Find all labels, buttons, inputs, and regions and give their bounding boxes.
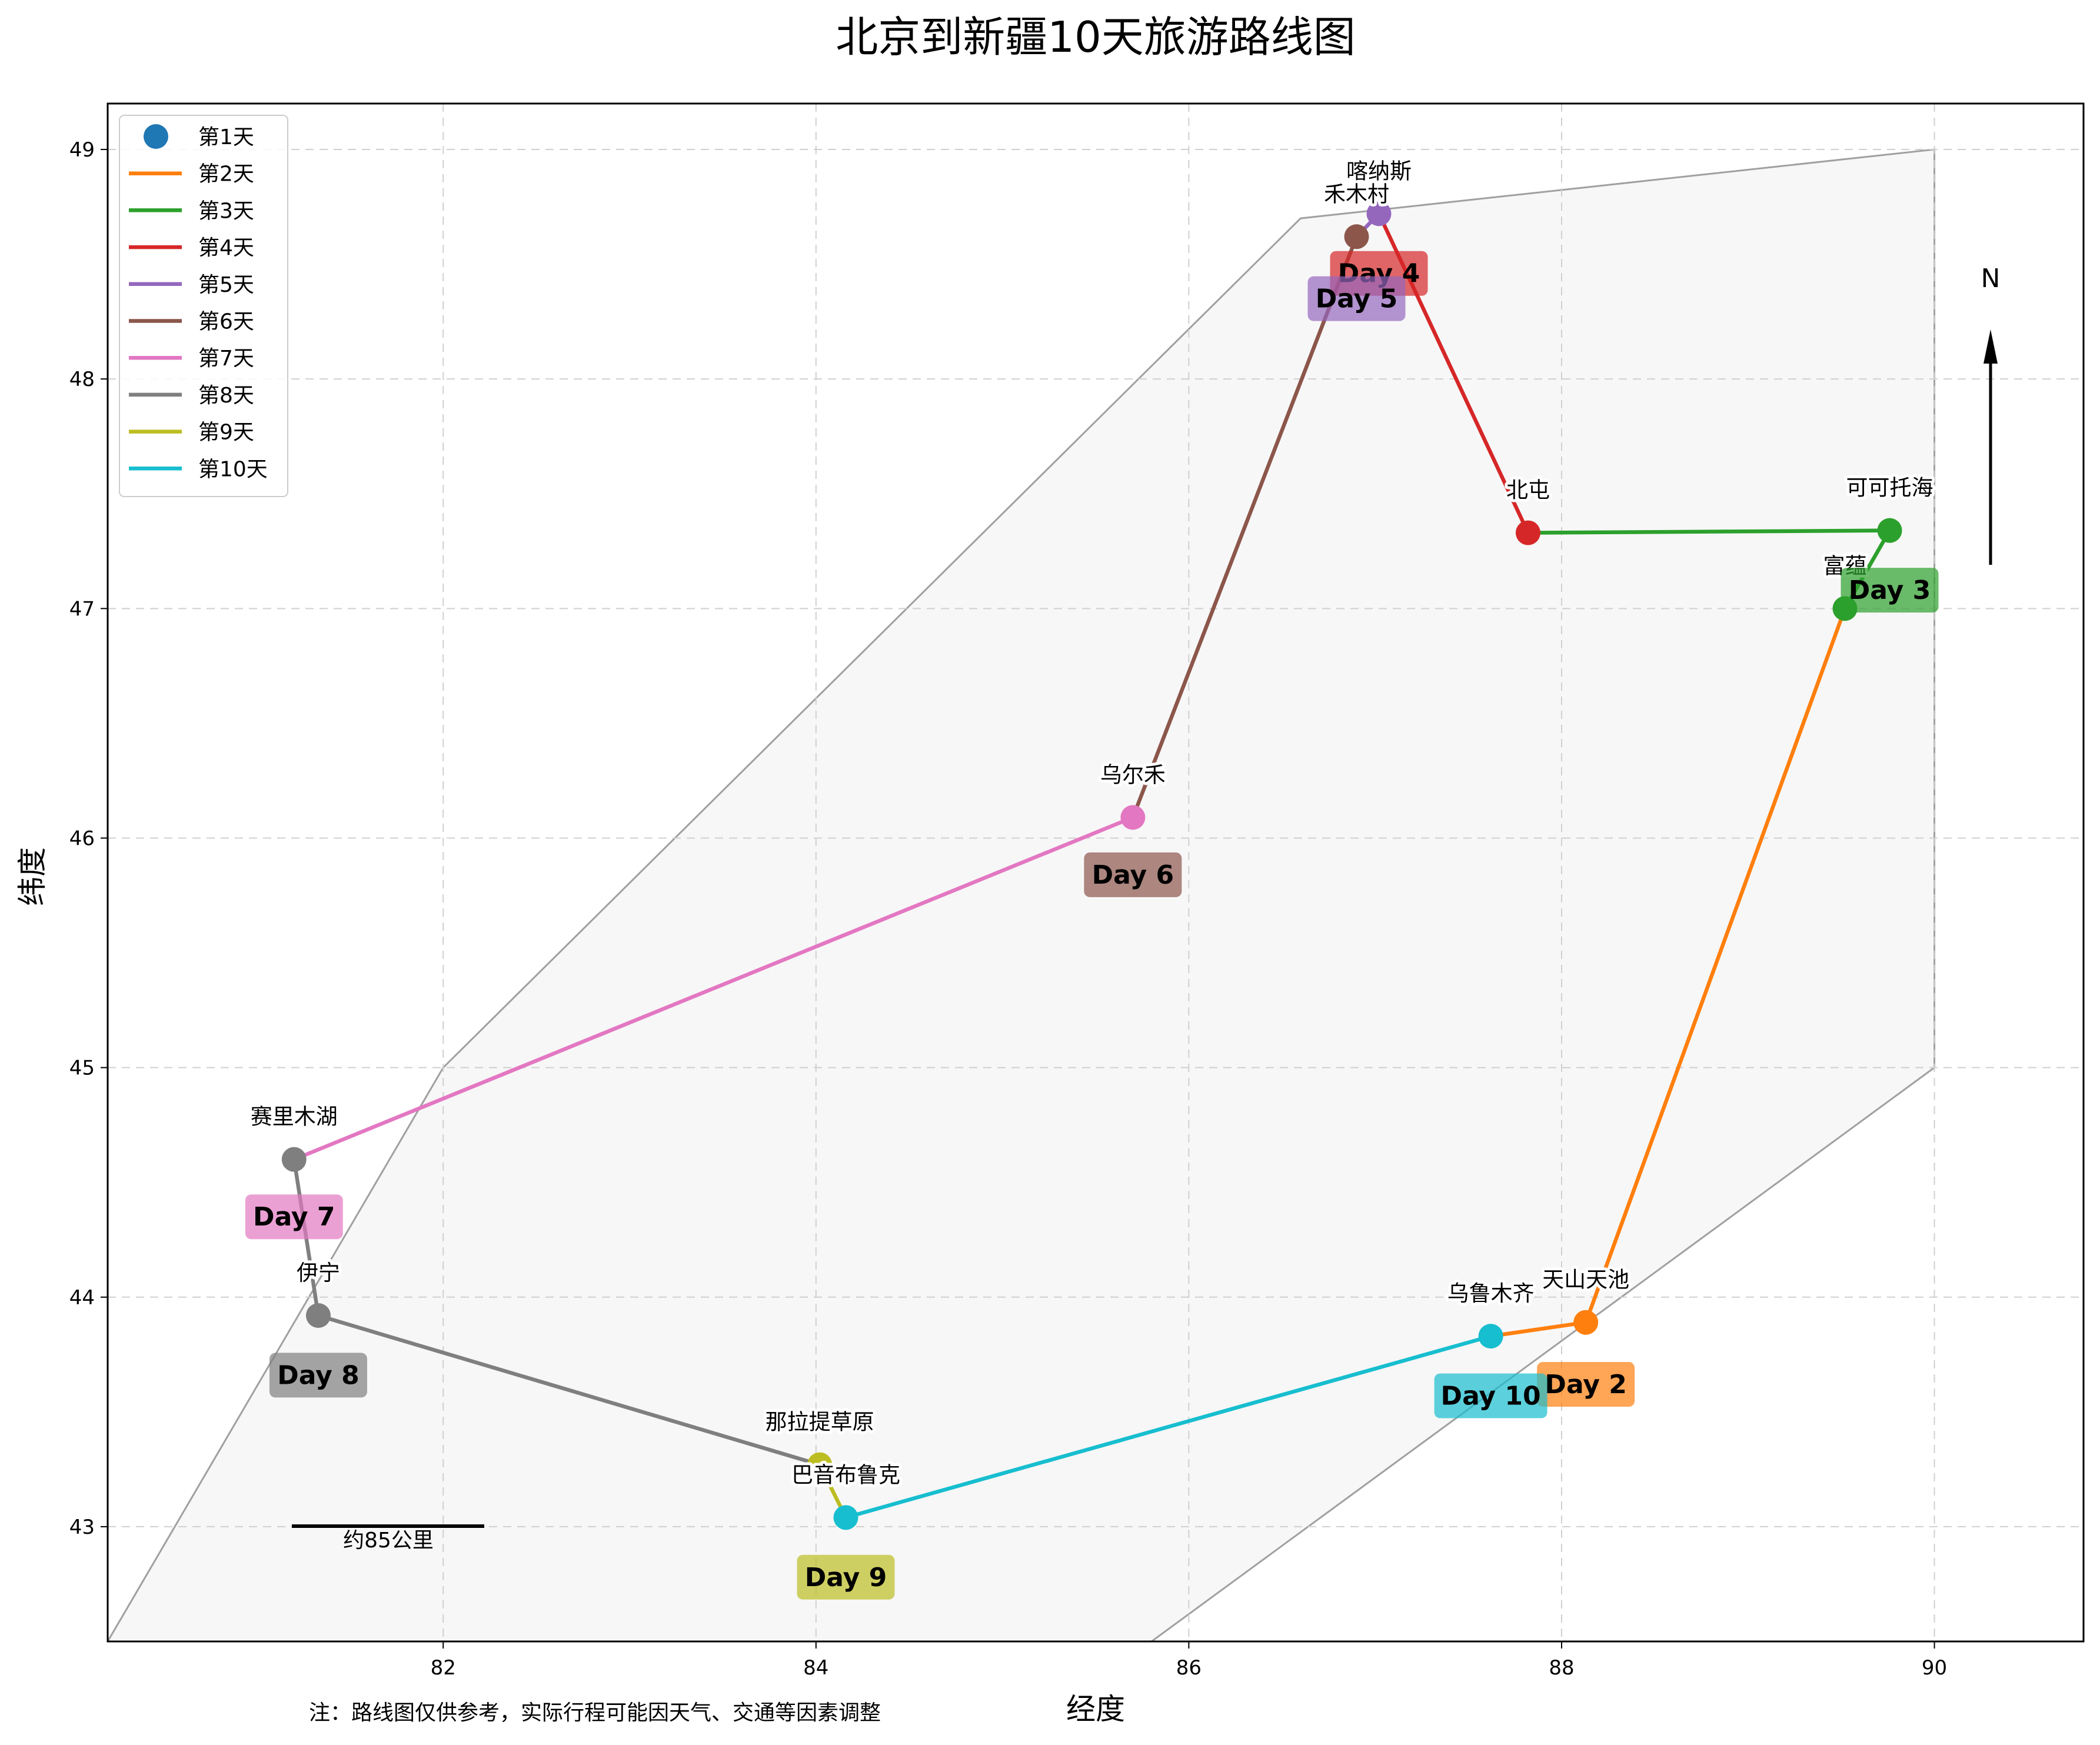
y-tick-label: 47	[69, 597, 95, 621]
map-extras: N 约85公里	[292, 264, 2000, 1553]
place-marker	[1344, 224, 1369, 249]
y-tick-label: 44	[69, 1286, 95, 1310]
place-label: 禾木村	[1324, 181, 1389, 207]
place-label: 天山天池	[1542, 1267, 1629, 1293]
place-label: 北屯	[1506, 478, 1550, 503]
route-line	[844, 1334, 1493, 1520]
y-tick-label: 49	[69, 138, 95, 162]
x-tick-label: 82	[431, 1656, 456, 1680]
legend-entry: 第10天	[198, 457, 268, 481]
y-tick-label: 48	[69, 368, 95, 391]
x-tick-label: 90	[1922, 1656, 1947, 1680]
scale-bar-label: 约85公里	[343, 1528, 434, 1553]
day-label: Day 8	[277, 1360, 359, 1390]
day-label-box	[269, 1353, 367, 1398]
place-marker	[1478, 1324, 1503, 1349]
day-label-box	[245, 1194, 343, 1240]
day-label: Day 6	[1092, 860, 1174, 890]
place-marker	[305, 1303, 331, 1328]
north-arrow-icon	[1983, 329, 1998, 364]
place-label: 巴音布鲁克	[791, 1462, 900, 1487]
day-label-box	[1841, 568, 1939, 613]
axis-layer: 82 84 86 88 90 43 44 45 46 47 48 49	[69, 102, 2085, 1680]
y-axis-label: 纬度	[15, 847, 49, 906]
x-axis-label: 经度	[1066, 1692, 1125, 1726]
north-label: N	[1981, 264, 2001, 294]
legend-entry: 第9天	[198, 421, 254, 445]
place-label: 乌尔禾	[1100, 762, 1166, 787]
day-label-box	[1537, 1362, 1635, 1407]
y-tick-label: 43	[69, 1516, 95, 1539]
footnote: 注：路线图仅供参考，实际行程可能因天气、交通等因素调整	[309, 1701, 881, 1725]
place-label: 伊宁	[297, 1260, 340, 1286]
place-label: 可可托海	[1846, 475, 1933, 501]
legend-entry: 第2天	[198, 162, 254, 187]
legend-entry: 第7天	[198, 347, 254, 371]
x-tick-label: 86	[1176, 1656, 1202, 1680]
legend-entry: 第5天	[198, 273, 254, 297]
route-line	[292, 815, 1135, 1161]
place-label: 那拉提草原	[766, 1410, 874, 1435]
place-marker	[1120, 805, 1146, 830]
legend-entry: 第4天	[198, 236, 254, 260]
place-label: 赛里木湖	[251, 1104, 338, 1130]
place-marker	[1573, 1310, 1599, 1335]
day-label-box	[797, 1554, 895, 1600]
day-label: Day 2	[1545, 1370, 1626, 1400]
x-tick-label: 88	[1549, 1656, 1574, 1680]
day-label-box	[1084, 852, 1182, 897]
place-marker	[1366, 201, 1392, 227]
day-label: Day 7	[253, 1202, 335, 1232]
place-label: 喀纳斯	[1346, 158, 1412, 184]
place-label: 乌鲁木齐	[1447, 1281, 1535, 1306]
legend-entry: 第6天	[198, 310, 254, 334]
day-label: Day 9	[805, 1563, 887, 1593]
place-marker	[807, 1452, 833, 1477]
day-label: Day 5	[1316, 284, 1397, 314]
place-marker	[1877, 518, 1902, 543]
legend-swatch	[144, 124, 168, 149]
place-marker	[833, 1505, 858, 1530]
x-tick-label: 84	[803, 1656, 828, 1680]
chart-title: 北京到新疆10天旅游路线图	[836, 12, 1356, 62]
legend-entry: 第1天	[198, 125, 254, 149]
y-tick-label: 45	[69, 1057, 95, 1080]
day-label-box	[1307, 276, 1406, 321]
place-marker	[281, 1147, 307, 1172]
legend-entry: 第3天	[198, 199, 254, 223]
place-marker	[1515, 520, 1540, 545]
route-line	[1131, 235, 1359, 820]
y-tick-label: 46	[69, 827, 95, 850]
day-label: Day 3	[1849, 575, 1931, 605]
day-label: Day 10	[1441, 1381, 1541, 1411]
day-label-box	[1434, 1373, 1547, 1418]
place-layer: 乌鲁木齐天山天池富蕴可可托海北屯喀纳斯禾木村乌尔禾赛里木湖伊宁那拉提草原巴音布鲁…	[248, 155, 1936, 1530]
plot-frame	[107, 102, 2085, 1643]
legend-entry: 第8天	[198, 384, 254, 408]
